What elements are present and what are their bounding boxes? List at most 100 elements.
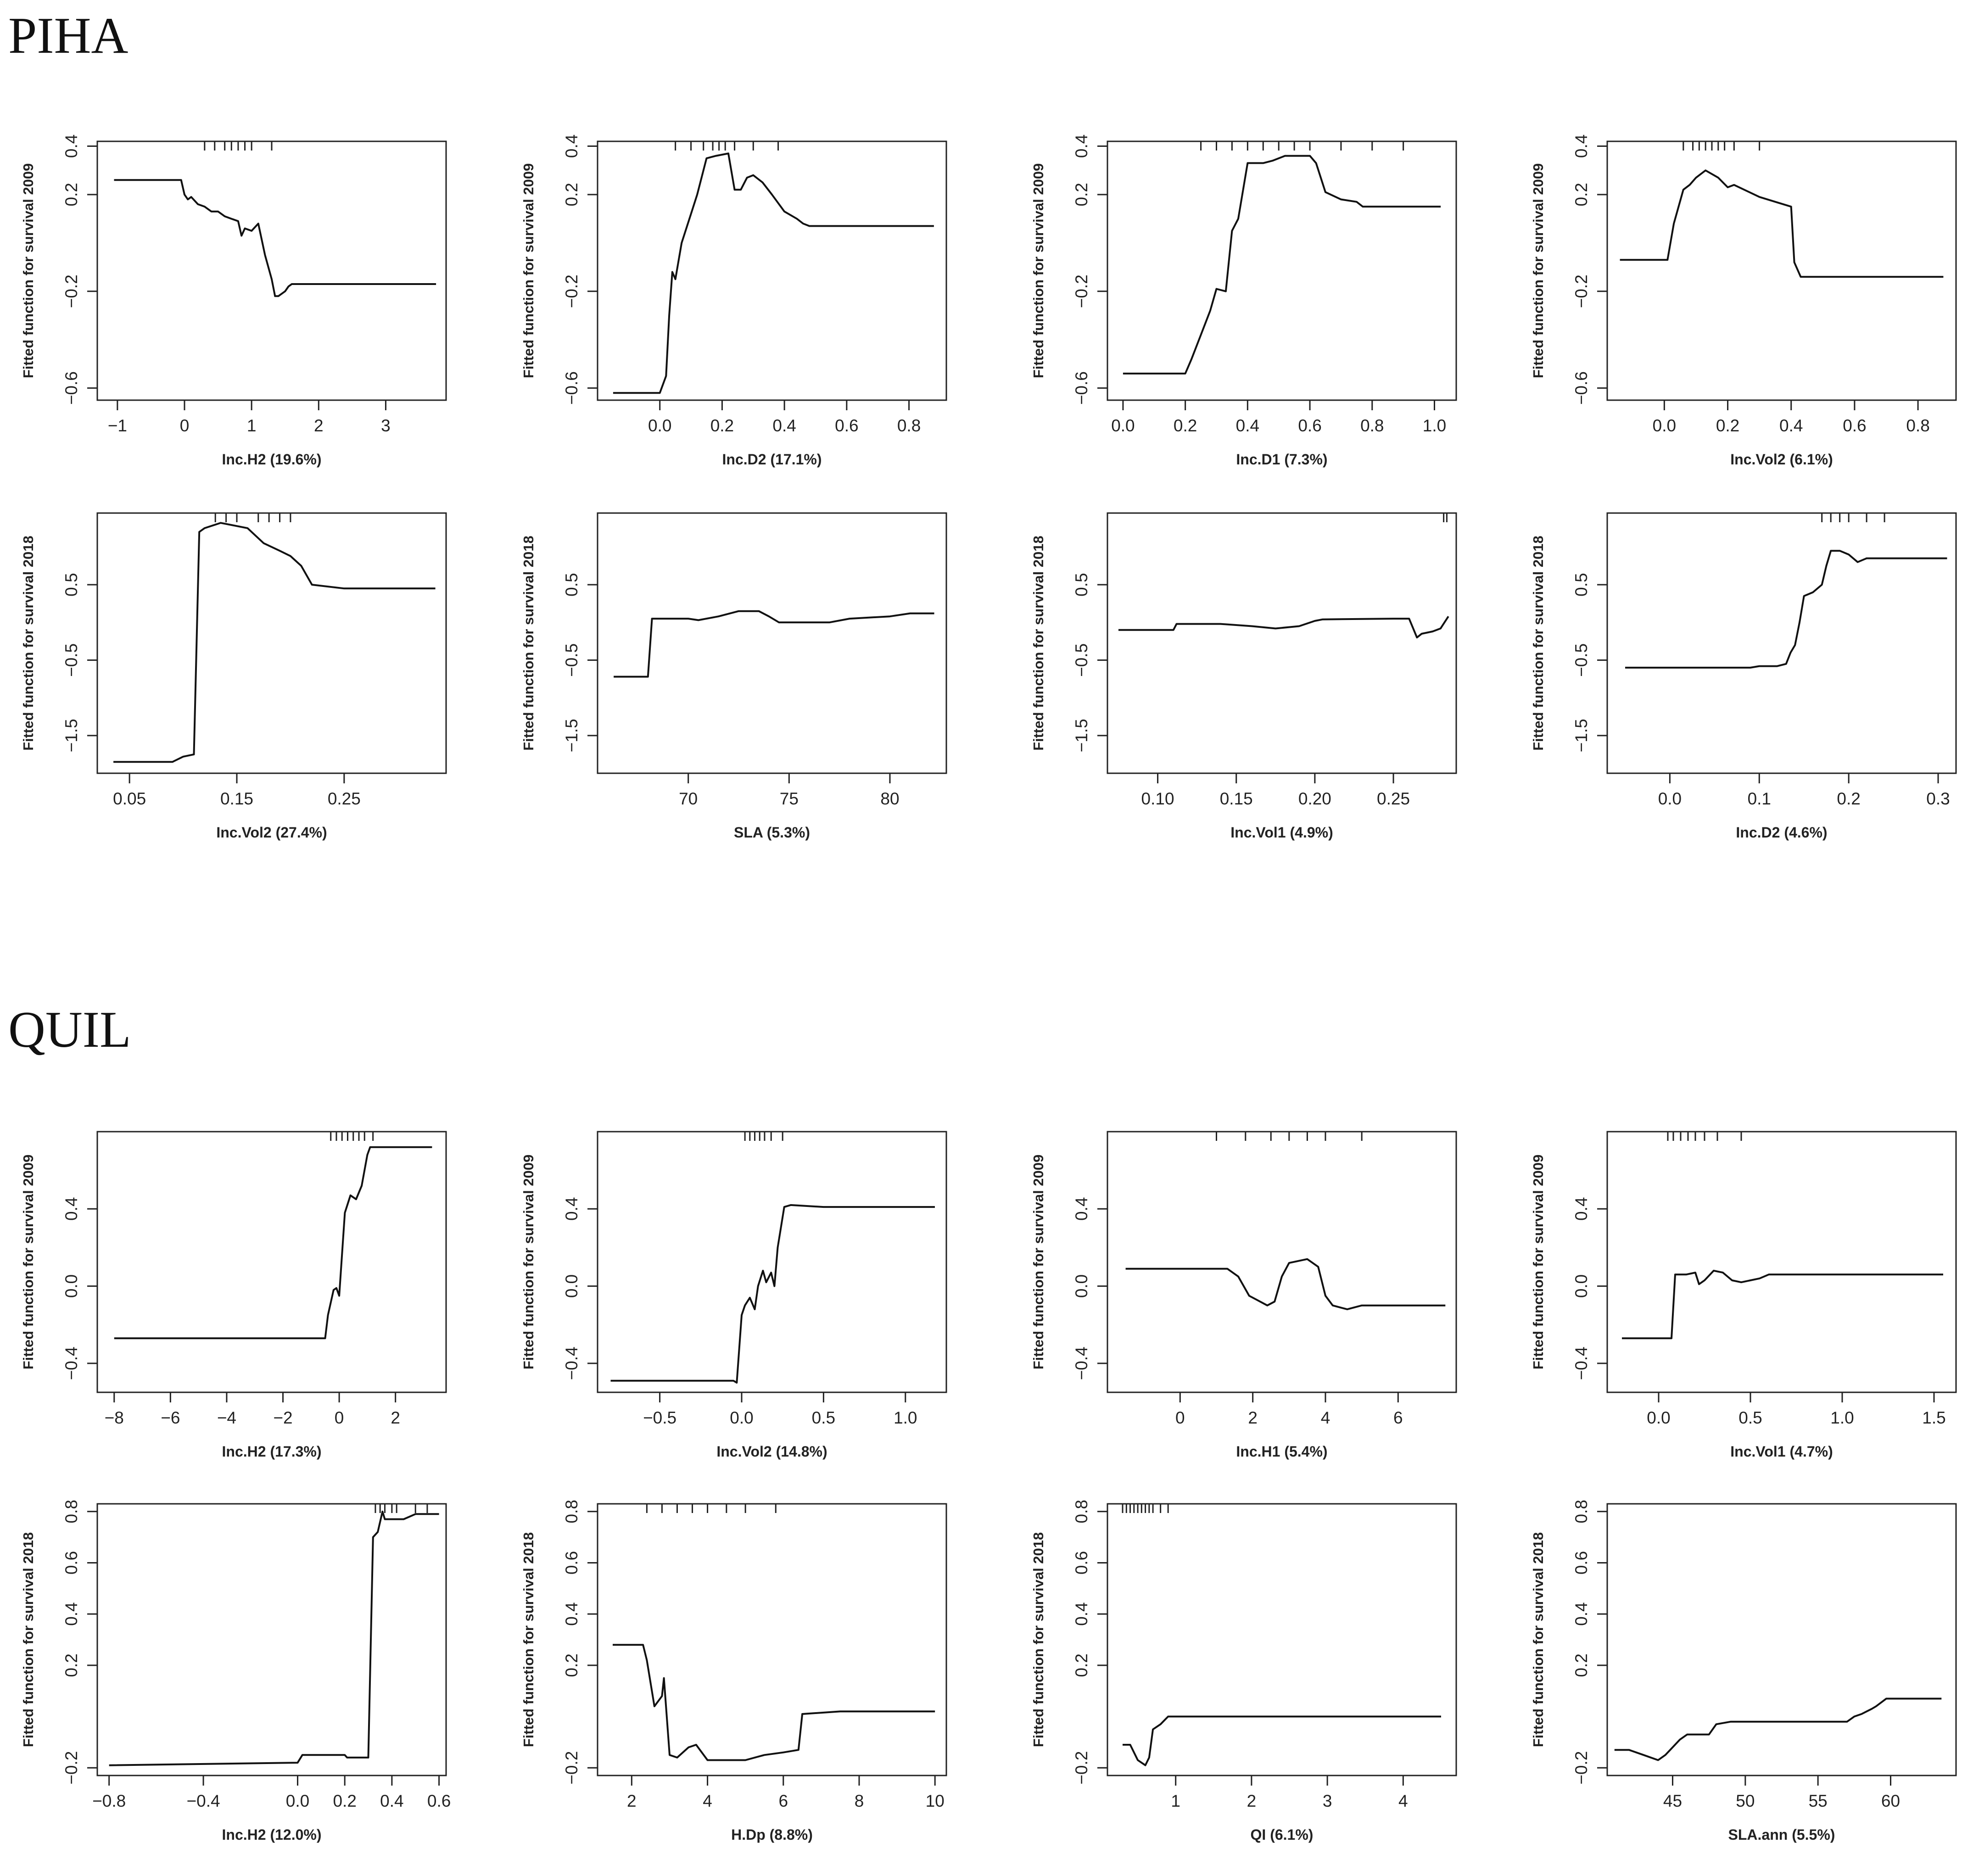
y-tick-label: −0.5 [1072,643,1091,677]
y-axis-label: Fitted function for survival 2009 [20,163,36,379]
x-tick-label: 80 [880,789,899,808]
plot-frame [597,140,947,401]
x-tick-label: 0.2 [1174,416,1197,435]
x-tick-label: 45 [1663,1792,1682,1810]
y-tick-label: −0.5 [562,643,581,677]
x-tick-label: 50 [1736,1792,1755,1810]
x-tick-label: 0.25 [328,789,361,808]
y-axis-label: Fitted function for survival 2018 [1030,536,1046,751]
x-tick-label: 55 [1809,1792,1828,1810]
y-axis-label: Fitted function for survival 2009 [1530,163,1546,379]
y-tick-label: −0.4 [62,1346,81,1380]
y-tick-label: −0.4 [1072,1346,1091,1380]
series-line [1620,169,1944,278]
y-tick-label: 0.4 [562,1197,581,1221]
plot-frame [96,1503,447,1776]
series-line [1123,1715,1441,1766]
x-axis-label: Inc.D2 (17.1%) [722,451,822,468]
chart-panel-piha-6: 70 75 80 −1.5 −0.5 0.5 SLA (5.3%) Fitted functi… [520,512,947,841]
x-tick-label: 2 [314,416,324,435]
y-axis-label: Fitted function for survival 2009 [520,1155,537,1370]
series-line [114,179,436,297]
x-tick-label: 0.0 [1653,416,1676,435]
x-axis-label: Inc.Vol1 (4.9%) [1230,824,1333,841]
x-tick-label: 0.1 [1748,789,1771,808]
plot-frame [597,1131,947,1393]
plot-frame [96,512,447,774]
chart-panel-piha-5: 0.05 0.15 0.25 −1.5 −0.5 0.5 Inc.Vol2 (27.4%) F… [20,512,447,841]
x-axis-label: H.Dp (8.8%) [731,1826,813,1843]
y-tick-label: 0.4 [1572,1197,1591,1221]
plot-frame [1606,1503,1957,1776]
x-axis-label: Inc.D2 (4.6%) [1736,824,1827,841]
x-tick-label: 0.4 [772,416,796,435]
y-tick-label: −0.4 [1572,1346,1591,1380]
x-tick-label: 0.4 [1236,416,1259,435]
y-tick-label: 0.8 [62,1500,81,1523]
y-tick-label: −0.2 [1572,274,1591,308]
series-line [1622,1269,1943,1340]
x-tick-label: 0 [1175,1408,1185,1427]
x-tick-label: 0.6 [835,416,858,435]
chart-panel-quil-1: −8 −6 −4 −2 0 2 −0.4 0.0 0.4 Inc.H2 (17.3%) Fitted… [20,1131,447,1460]
x-tick-label: 0.2 [1837,789,1860,808]
y-tick-label: 0.4 [62,1602,81,1625]
y-tick-label: −0.5 [62,643,81,677]
y-tick-label: 0.2 [1572,1653,1591,1677]
x-tick-label: 0.15 [1220,789,1253,808]
x-tick-label: 0.6 [1843,416,1866,435]
x-tick-label: 1.0 [1830,1408,1854,1427]
y-tick-label: 0.2 [1072,183,1091,206]
y-tick-label: 0.4 [62,1197,81,1221]
series-line [109,1510,439,1766]
y-tick-label: −1.5 [62,719,81,752]
x-tick-label: 0.0 [1647,1408,1670,1427]
series-line [113,522,436,763]
plot-frame [1107,512,1457,774]
y-tick-label: 0.5 [1572,573,1591,596]
x-axis-label: Inc.H2 (19.6%) [222,451,322,468]
y-tick-label: −1.5 [562,719,581,752]
chart-panel-quil-2: −0.5 0.0 0.5 1.0 −0.4 0.0 0.4 Inc.Vol2 (14.8%) F… [520,1131,947,1460]
y-tick-label: 0.4 [1572,134,1591,158]
y-tick-label: 0.6 [562,1551,581,1574]
x-tick-label: 0.0 [286,1792,309,1810]
y-tick-label: 0.5 [1072,573,1091,596]
chart-panel-quil-7: 1 2 3 4 −0.2 0.2 0.4 0.6 0.8 QI (6.1%) Fitted func… [1030,1500,1457,1843]
y-axis-label: Fitted function for survival 2009 [1030,163,1046,379]
x-tick-label: 2 [1247,1792,1257,1810]
x-tick-label: 0.8 [1906,416,1929,435]
y-tick-label: 0.5 [562,573,581,596]
section-title-quil: QUIL [8,1001,131,1058]
x-tick-label: 70 [679,789,698,808]
x-tick-label: 0.6 [427,1792,451,1810]
x-axis-label: Inc.D1 (7.3%) [1236,451,1327,468]
y-tick-label: 0.4 [562,134,581,158]
x-tick-label: −0.8 [92,1792,126,1810]
x-tick-label: −8 [105,1408,124,1427]
x-tick-label: 4 [1321,1408,1330,1427]
chart-panel-piha-4: 0.0 0.2 0.4 0.6 0.8 −0.6 −0.2 0.2 0.4 Inc.Vol2 (6… [1530,134,1957,468]
x-axis-label: SLA.ann (5.5%) [1728,1826,1835,1843]
y-axis-label: Fitted function for survival 2018 [20,1532,36,1748]
y-tick-label: 0.4 [562,1602,581,1625]
y-tick-label: 0.2 [562,183,581,206]
y-tick-label: −1.5 [1072,719,1091,752]
x-tick-label: 0.2 [1716,416,1739,435]
chart-panel-piha-7: 0.10 0.15 0.20 0.25 −1.5 −0.5 0.5 Inc.Vol1 (4.9… [1030,512,1457,841]
plot-frame [1606,140,1957,401]
plot-frame [597,1503,947,1776]
y-tick-label: 0.8 [1072,1500,1091,1523]
chart-panel-piha-2: 0.0 0.2 0.4 0.6 0.8 −0.6 −0.2 0.2 0.4 Inc.D2 (17.… [520,134,947,468]
y-tick-label: 0.6 [1072,1551,1091,1574]
y-tick-label: 0.6 [1572,1551,1591,1574]
y-axis-label: Fitted function for survival 2009 [1530,1155,1546,1370]
x-tick-label: 0 [180,416,190,435]
x-tick-label: 60 [1881,1792,1900,1810]
x-tick-label: 0.0 [648,416,671,435]
x-tick-label: 0.6 [1298,416,1321,435]
plot-frame [1107,140,1457,401]
x-axis-label: Inc.Vol2 (27.4%) [216,824,327,841]
x-tick-label: −6 [161,1408,180,1427]
x-tick-label: 4 [703,1792,712,1810]
